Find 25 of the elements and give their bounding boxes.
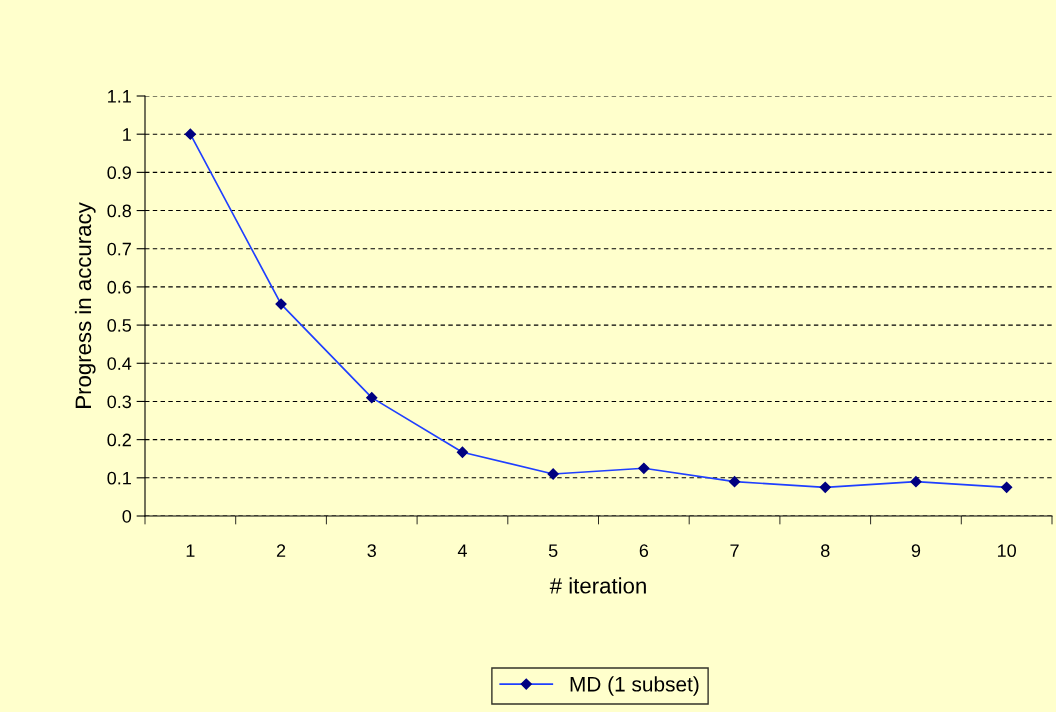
- x-tick-label: 5: [548, 544, 558, 558]
- y-tick-label: 0.7: [107, 242, 131, 256]
- y-tick-label: 0.4: [107, 357, 132, 370]
- y-tick-label: 1: [123, 128, 131, 141]
- x-axis-title: # iteration: [549, 577, 646, 594]
- x-tick-label: 6: [639, 544, 649, 558]
- y-tick-label: 0.9: [107, 166, 131, 180]
- x-tick-label: 3: [367, 544, 376, 558]
- y-tick-label: 0.3: [107, 395, 132, 409]
- y-tick-label: 0.6: [107, 280, 132, 294]
- x-tick-label: 10: [997, 544, 1016, 558]
- legend-label: MD (1 subset): [570, 676, 699, 696]
- y-tick-label: 0: [122, 509, 132, 523]
- x-tick-label: 9: [911, 544, 921, 558]
- y-tick-label: 0.5: [107, 319, 132, 332]
- x-tick-label: 7: [730, 544, 739, 557]
- x-tick-label: 4: [457, 544, 467, 557]
- y-tick-label: 0.2: [107, 433, 131, 447]
- x-tick-label: 1: [186, 544, 195, 557]
- y-tick-label: 0.1: [107, 471, 131, 485]
- y-axis-title: Progress in accuracy: [74, 202, 96, 408]
- y-tick-label: 1.1: [108, 90, 131, 103]
- x-tick-label: 8: [821, 544, 830, 558]
- y-tick-label: 0.8: [107, 204, 132, 218]
- x-tick-label: 2: [276, 544, 286, 557]
